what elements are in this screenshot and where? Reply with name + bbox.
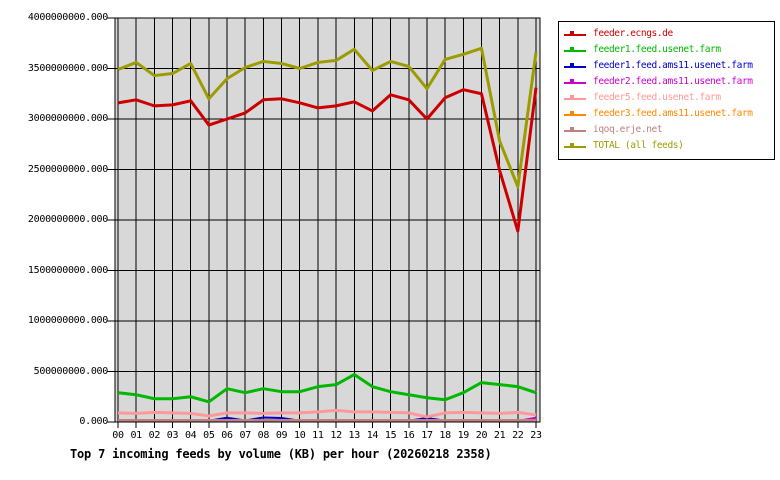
legend-marker-icon <box>564 61 586 71</box>
legend-marker-point <box>570 79 574 83</box>
legend-marker-point <box>570 143 574 147</box>
legend-marker-point <box>570 111 574 115</box>
legend-marker-icon <box>564 45 586 55</box>
legend-item-label: TOTAL (all feeds) <box>593 140 684 151</box>
legend-marker-icon <box>564 109 586 119</box>
legend-marker-point <box>570 127 574 131</box>
y-axis-tick-label: 500000000.000 <box>33 365 109 377</box>
legend-marker-line <box>564 82 586 84</box>
x-axis-tick-label: 07 <box>239 430 251 441</box>
legend-item: TOTAL (all feeds) <box>559 138 774 154</box>
y-axis-tick-label: 1000000000.000 <box>27 315 108 326</box>
legend-item: feeder5.feed.usenet.farm <box>559 90 774 106</box>
series-line-total-all-feeds- <box>117 46 538 189</box>
series-line-feeder1-feed-usenet-farm <box>117 373 537 404</box>
legend-marker-line <box>564 50 586 52</box>
legend-item-label: feeder1.feed.usenet.farm <box>593 44 721 55</box>
x-axis-tick-label: 03 <box>166 430 179 441</box>
x-axis-tick-label: 08 <box>257 430 270 441</box>
plot-border <box>114 17 541 423</box>
legend-marker-icon <box>564 125 586 135</box>
legend-item-label: iqoq.erje.net <box>593 124 663 135</box>
legend-item-label: feeder2.feed.ams11.usenet.farm <box>593 76 753 87</box>
legend-marker-line <box>564 114 586 116</box>
legend-marker-line <box>564 98 586 100</box>
legend-marker-line <box>564 66 586 68</box>
series-line-feeder-ecngs-de <box>117 87 538 233</box>
legend-marker-point <box>570 63 574 67</box>
legend-marker-point <box>570 47 574 51</box>
x-axis-tick-label: 22 <box>512 430 524 441</box>
y-axis-tick-label: 3000000000.000 <box>27 113 108 124</box>
series-line-feeder5-feed-usenet-farm <box>117 408 537 419</box>
x-axis-tick-label: 20 <box>475 430 488 441</box>
legend-item-label: feeder3.feed.ams11.usenet.farm <box>593 108 753 119</box>
x-axis-tick-label: 14 <box>366 430 379 441</box>
x-axis-tick-label: 02 <box>148 430 161 441</box>
x-axis-tick-label: 23 <box>530 430 542 441</box>
y-axis-tick-label: 0.000 <box>79 416 108 427</box>
y-axis-tick-label: 2000000000.000 <box>27 214 108 225</box>
legend-item: feeder1.feed.usenet.farm <box>559 42 774 58</box>
legend-item: feeder2.feed.ams11.usenet.farm <box>559 74 774 90</box>
y-axis-tick-label: 3500000000.000 <box>27 62 108 74</box>
legend-marker-icon <box>564 141 586 151</box>
chart-title: Top 7 incoming feeds by volume (KB) per … <box>70 447 492 461</box>
x-axis-tick-label: 11 <box>312 430 324 441</box>
legend-marker-line <box>564 130 586 132</box>
x-axis-tick-label: 10 <box>294 430 306 441</box>
legend-item-label: feeder1.feed.ams11.usenet.farm <box>593 60 753 71</box>
x-axis-tick-label: 04 <box>184 430 197 441</box>
legend-item: feeder.ecngs.de <box>559 26 774 42</box>
x-axis-tick-label: 00 <box>112 430 124 441</box>
x-axis-tick-label: 16 <box>403 430 415 441</box>
x-axis-tick-label: 01 <box>130 430 142 441</box>
legend-marker-point <box>570 31 574 35</box>
legend-marker-line <box>564 146 586 148</box>
legend-box: feeder.ecngs.de feeder1.feed.usenet.farm f… <box>558 21 775 160</box>
legend-marker-icon <box>564 77 586 87</box>
x-axis-tick-label: 18 <box>439 430 451 441</box>
y-axis-tick-label: 4000000000.000 <box>27 12 108 23</box>
x-axis-tick-label: 05 <box>203 430 215 441</box>
legend-marker-point <box>570 95 574 99</box>
x-axis-tick-label: 21 <box>493 430 506 441</box>
y-axis-tick-label: 2500000000.000 <box>27 163 108 175</box>
x-axis-tick-label: 17 <box>421 430 433 441</box>
x-axis-tick-label: 19 <box>457 430 470 441</box>
x-axis-tick-label: 15 <box>384 430 397 441</box>
x-axis-tick-label: 12 <box>330 430 342 441</box>
legend-item: iqoq.erje.net <box>559 122 774 138</box>
legend-item: feeder3.feed.ams11.usenet.farm <box>559 106 774 122</box>
y-axis-tick-label: 1500000000.000 <box>27 264 108 276</box>
legend-marker-line <box>564 34 586 36</box>
x-axis-tick-label: 13 <box>348 430 361 441</box>
x-axis-tick-label: 09 <box>275 430 288 441</box>
legend-item-label: feeder.ecngs.de <box>593 28 673 39</box>
legend-item: feeder1.feed.ams11.usenet.farm <box>559 58 774 74</box>
legend-marker-icon <box>564 29 586 39</box>
x-axis-tick-label: 06 <box>221 430 233 441</box>
legend-item-label: feeder5.feed.usenet.farm <box>593 92 721 103</box>
legend-marker-icon <box>564 93 586 103</box>
